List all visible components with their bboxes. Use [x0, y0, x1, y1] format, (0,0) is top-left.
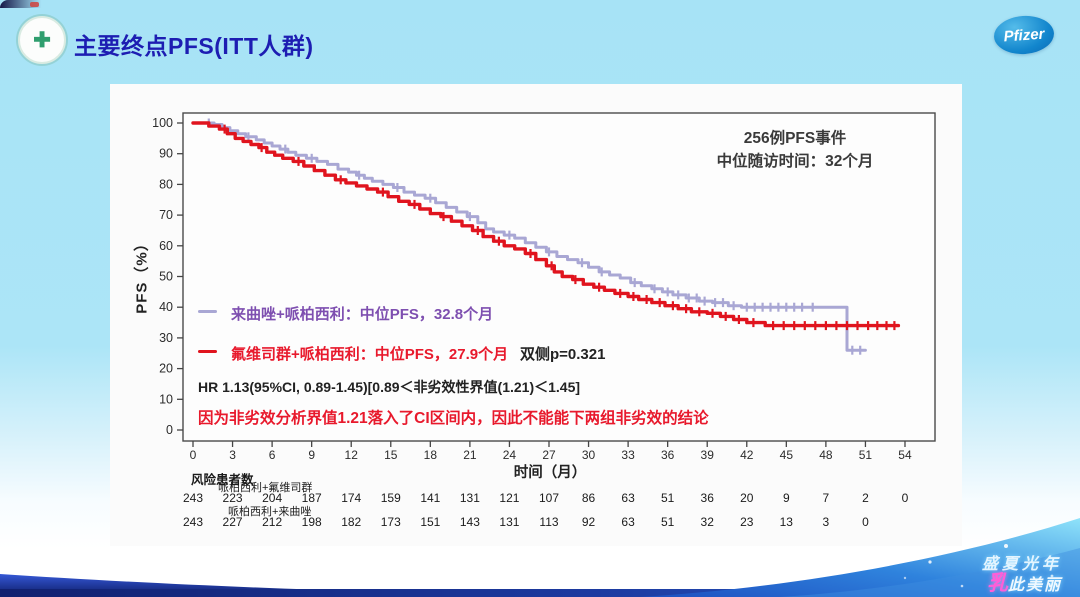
risk-count: 23	[740, 515, 754, 529]
risk-count: 143	[459, 515, 480, 529]
risk-count: 182	[341, 515, 362, 529]
risk-row-label: 哌柏西利+氟维司群	[218, 482, 313, 494]
risk-count: 107	[538, 491, 559, 505]
risk-count: 0	[862, 515, 869, 529]
page-title: 主要终点PFS(ITT人群)	[74, 33, 314, 59]
watermark-line1: 盛夏光年	[981, 556, 1062, 573]
events-annotation: 256例PFS事件 中位随访时间：32个月	[652, 127, 938, 173]
risk-count: 9	[782, 491, 790, 505]
risk-count: 20	[740, 491, 754, 505]
risk-count: 86	[581, 491, 596, 505]
risk-count: 223	[222, 491, 243, 505]
recording-artifact-dot	[30, 2, 39, 7]
legend-dash-letrozole	[198, 310, 217, 314]
risk-count: 63	[621, 515, 635, 529]
median-followup: 中位随访时间：32个月	[716, 153, 874, 170]
risk-count: 36	[700, 491, 714, 505]
risk-count: 2	[862, 491, 869, 505]
risk-count: 0	[901, 491, 909, 505]
risk-count: 141	[420, 491, 441, 505]
watermark-accent-char: 乳	[986, 572, 1008, 595]
bottom-strip	[0, 589, 1080, 597]
risk-count: 243	[182, 491, 204, 505]
legend-label-fulvestrant: 氟维司群+哌柏西利：中位PFS，27.9个月	[231, 346, 509, 363]
risk-count: 121	[499, 491, 520, 505]
hazard-ratio-line: HR 1.13(95%CI, 0.89-1.45)[0.89＜非劣效性界值(1.…	[198, 379, 581, 395]
risk-count: 92	[581, 515, 596, 529]
risk-count: 113	[539, 515, 559, 529]
x-axis-title: 时间（月）	[513, 465, 587, 481]
watermark-line2-rest: 此美丽	[1007, 577, 1062, 594]
pfizer-logo: Pfizer	[992, 13, 1056, 57]
slide-corner-shadow	[0, 0, 46, 8]
risk-count: 212	[262, 515, 283, 529]
risk-count: 3	[822, 515, 830, 529]
risk-count: 173	[380, 515, 401, 529]
risk-count: 227	[222, 515, 243, 529]
risk-count: 13	[779, 515, 793, 529]
risk-count: 7	[822, 491, 830, 505]
risk-row-label: 哌柏西利+来曲唑	[228, 506, 312, 518]
risk-count: 32	[700, 515, 714, 529]
risk-count: 243	[182, 515, 204, 529]
risk-count: 131	[499, 515, 520, 529]
left-wave-shape	[0, 574, 580, 597]
pfizer-logo-text: Pfizer	[1003, 25, 1045, 45]
risk-count: 174	[341, 491, 362, 505]
p-value: 双侧p=0.321	[520, 346, 606, 363]
legend-dash-fulvestrant	[198, 350, 217, 354]
risk-count: 131	[459, 491, 480, 505]
risk-count: 51	[660, 515, 675, 529]
risk-count: 159	[380, 491, 401, 505]
risk-table-heading: 风险患者数	[191, 473, 254, 487]
pfs-events-count: 256例PFS事件	[743, 130, 847, 147]
hospital-logo: ✚	[18, 16, 66, 64]
watermark: 盛夏光年 乳此美丽	[982, 555, 1062, 595]
risk-count: 151	[420, 515, 441, 529]
risk-count: 204	[262, 491, 283, 505]
green-cross-icon: ✚	[33, 28, 51, 52]
risk-count: 51	[660, 491, 675, 505]
risk-count: 63	[621, 491, 635, 505]
legend-label-letrozole: 来曲唑+哌柏西利：中位PFS，32.8个月	[231, 306, 494, 323]
y-axis-title: PFS（%）	[133, 235, 151, 314]
risk-count: 198	[301, 515, 322, 529]
noninferiority-conclusion: 因为非劣效分析界值1.21落入了CI区间内，因此不能能下两组非劣效的结论	[198, 410, 709, 427]
risk-count: 187	[301, 491, 322, 505]
